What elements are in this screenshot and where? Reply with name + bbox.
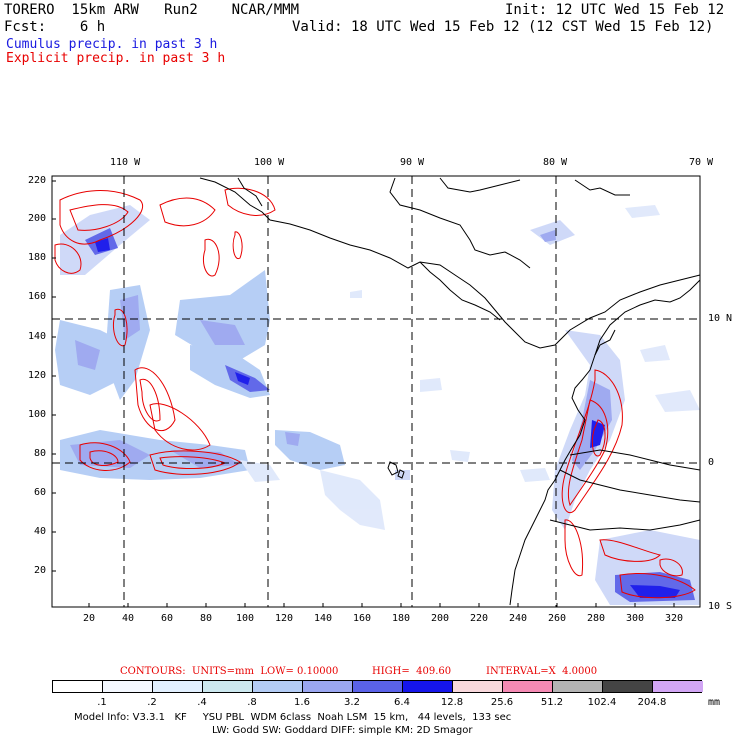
- y-tick-label: 100: [28, 409, 47, 420]
- color-bar-label: 1.6: [294, 697, 310, 708]
- color-bar-cell: [353, 681, 403, 692]
- cumulus-precip-shading: [55, 205, 700, 605]
- contour-units-label: CONTOURS: UNITS=mm LOW= 0.10000: [120, 666, 339, 677]
- color-bar-label: 102.4: [587, 697, 617, 708]
- color-bar-cell: [103, 681, 153, 692]
- x-tick-label: 240: [509, 613, 528, 624]
- color-bar-label: 51.2: [540, 697, 564, 708]
- color-bar-label: 3.2: [344, 697, 360, 708]
- color-bar-cell: [603, 681, 653, 692]
- lon-label-80w: 80 W: [543, 157, 568, 168]
- y-tick-label: 200: [28, 213, 47, 224]
- x-tick-label: 40: [122, 613, 135, 624]
- explicit-legend: Explicit precip. in past 3 h: [6, 51, 226, 66]
- x-tick-label: 100: [236, 613, 255, 624]
- x-tick-label: 120: [275, 613, 294, 624]
- coastlines: [199, 177, 701, 606]
- lon-label-110w: 110 W: [110, 157, 141, 168]
- y-tick-label: 160: [28, 291, 47, 302]
- contour-interval-label: INTERVAL=X 4.0000: [486, 666, 598, 677]
- color-bar-cell: [453, 681, 503, 692]
- lat-label-10s: 10 S: [708, 601, 733, 612]
- init-time: Init: 12 UTC Wed 15 Feb 12: [505, 2, 725, 18]
- x-tick-label: 260: [548, 613, 567, 624]
- color-bar-label: .4: [197, 697, 207, 708]
- lon-label-70w: 70 W: [689, 157, 714, 168]
- color-bar-cell: [403, 681, 453, 692]
- lon-label-100w: 100 W: [254, 157, 285, 168]
- x-tick-label: 180: [392, 613, 411, 624]
- color-bar-cell: [203, 681, 253, 692]
- color-bar-unit: mm: [708, 697, 721, 708]
- x-tick-label: 280: [587, 613, 606, 624]
- color-bar-label: .8: [247, 697, 257, 708]
- lat-label-10n: 10 N: [708, 313, 733, 324]
- explicit-precip-contours: [54, 187, 696, 599]
- color-bar-cell: [153, 681, 203, 692]
- forecast-hour: Fcst: 6 h: [4, 19, 106, 35]
- x-tick-label: 80: [200, 613, 213, 624]
- color-bar-label: 25.6: [490, 697, 514, 708]
- model-title: TORERO 15km ARW Run2 NCAR/MMM: [4, 2, 300, 18]
- map-frame: [51, 175, 701, 608]
- axis-ticks: [52, 180, 675, 607]
- y-tick-label: 60: [34, 487, 47, 498]
- y-tick-label: 20: [34, 565, 47, 576]
- valid-time: Valid: 18 UTC Wed 15 Feb 12 (12 CST Wed …: [292, 19, 714, 35]
- x-tick-label: 60: [161, 613, 174, 624]
- color-bar-label: 12.8: [440, 697, 464, 708]
- x-tick-label: 300: [626, 613, 645, 624]
- color-bar-label: .2: [147, 697, 157, 708]
- color-bar-cell: [653, 681, 703, 692]
- color-bar-cell: [253, 681, 303, 692]
- y-tick-label: 180: [28, 252, 47, 263]
- cumulus-legend: Cumulus precip. in past 3 h: [6, 37, 218, 52]
- contour-high-label: HIGH= 409.60: [372, 666, 452, 677]
- color-bar-cell: [503, 681, 553, 692]
- x-tick-label: 20: [83, 613, 96, 624]
- precip-map: [51, 175, 701, 608]
- color-bar-label: 204.8: [637, 697, 667, 708]
- color-bar-cell: [303, 681, 353, 692]
- lat-lon-grid: [52, 176, 700, 607]
- y-tick-label: 40: [34, 526, 47, 537]
- color-bar-cell: [53, 681, 103, 692]
- y-tick-label: 140: [28, 331, 47, 342]
- y-tick-label: 120: [28, 370, 47, 381]
- x-tick-label: 140: [314, 613, 333, 624]
- color-bar-label: 6.4: [394, 697, 410, 708]
- model-info-line2: LW: Godd SW: Goddard DIFF: simple KM: 2D…: [212, 725, 473, 736]
- x-tick-label: 160: [353, 613, 372, 624]
- x-tick-label: 200: [431, 613, 450, 624]
- lat-label-0: 0: [708, 457, 715, 468]
- lon-label-90w: 90 W: [400, 157, 425, 168]
- y-tick-label: 220: [28, 175, 47, 186]
- y-tick-label: 80: [34, 448, 47, 459]
- model-info-line1: Model Info: V3.3.1 KF YSU PBL WDM 6class…: [74, 712, 512, 723]
- color-bar-label: .1: [97, 697, 107, 708]
- color-bar-cell: [553, 681, 603, 692]
- x-tick-label: 220: [470, 613, 489, 624]
- color-bar: [52, 680, 703, 693]
- x-tick-label: 320: [665, 613, 684, 624]
